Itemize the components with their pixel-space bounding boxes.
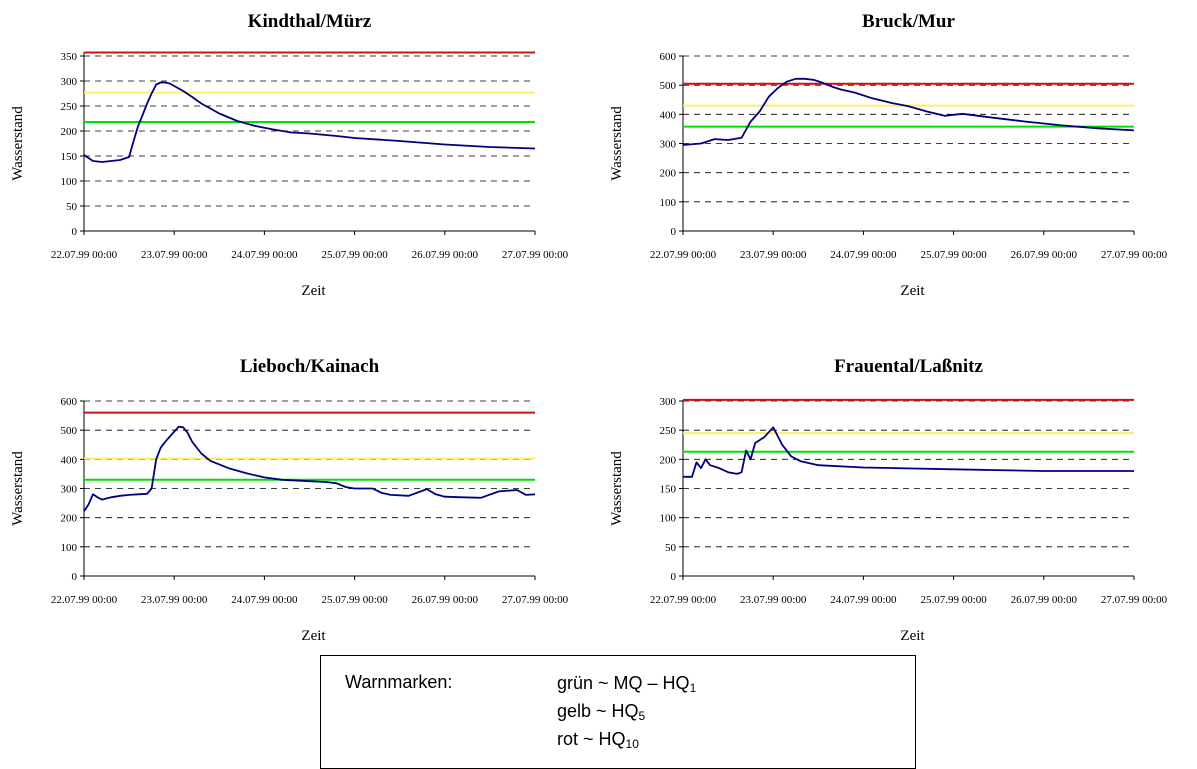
chart-kindthal-muerz: Kindthal/Mürz 0 50 100 150 200 250 300 350 22.07.… <box>10 11 569 299</box>
x-tick-label: 27.07.99 00:00 <box>502 249 569 261</box>
x-tick-label: 23.07.99 00:00 <box>740 594 807 606</box>
chart-title: Bruck/Mur <box>862 11 955 32</box>
warning-legend: Warnmarken: grün ~ MQ – HQ1 gelb ~ HQ5 r… <box>320 655 916 769</box>
y-tick-label: 600 <box>660 51 677 63</box>
y-axis-label: Wasserstand <box>10 106 26 181</box>
x-tick-label: 26.07.99 00:00 <box>412 249 479 261</box>
x-tick-label: 24.07.99 00:00 <box>231 249 298 261</box>
y-tick-label: 600 <box>61 396 78 408</box>
x-tick-label: 26.07.99 00:00 <box>1011 249 1078 261</box>
x-tick-label: 25.07.99 00:00 <box>920 594 987 606</box>
y-tick-label: 0 <box>671 226 677 238</box>
chart-bruck-mur: Bruck/Mur 0 100 200 300 400 500 600 22.07.99 00:… <box>609 11 1168 299</box>
x-tick-label: 24.07.99 00:00 <box>830 249 897 261</box>
y-axis-label: Wasserstand <box>609 106 625 181</box>
x-axis-label: Zeit <box>301 283 326 299</box>
y-tick-label: 100 <box>61 542 78 554</box>
y-tick-label: 150 <box>660 484 677 496</box>
water-level-line <box>83 425 536 512</box>
y-tick-label: 100 <box>660 197 677 209</box>
x-axis-label: Zeit <box>301 628 326 644</box>
legend-title: Warnmarken: <box>345 672 453 692</box>
y-tick-label: 500 <box>660 80 677 92</box>
x-tick-label: 26.07.99 00:00 <box>1011 594 1078 606</box>
x-tick-label: 27.07.99 00:00 <box>1101 249 1168 261</box>
water-level-line <box>83 81 536 163</box>
x-tick-label: 27.07.99 00:00 <box>502 594 569 606</box>
y-axis-label: Wasserstand <box>609 451 625 526</box>
y-tick-label: 200 <box>660 168 677 180</box>
chart-lieboch-kainach: Lieboch/Kainach 0 100 200 300 400 500 600 22.07.… <box>10 356 569 644</box>
water-level-line <box>683 426 1134 478</box>
x-tick-label: 22.07.99 00:00 <box>51 594 118 606</box>
y-tick-label: 300 <box>61 484 78 496</box>
y-tick-label: 300 <box>660 139 677 151</box>
x-tick-label: 25.07.99 00:00 <box>321 594 388 606</box>
x-tick-label: 22.07.99 00:00 <box>51 249 118 261</box>
chart-title: Kindthal/Mürz <box>248 11 372 32</box>
y-tick-label: 350 <box>61 51 78 63</box>
chart-title: Lieboch/Kainach <box>240 356 380 377</box>
legend-item-green: grün ~ MQ – HQ1 <box>557 673 697 695</box>
x-tick-label: 24.07.99 00:00 <box>830 594 897 606</box>
y-axis-label: Wasserstand <box>10 451 26 526</box>
y-tick-label: 0 <box>72 226 78 238</box>
x-tick-label: 24.07.99 00:00 <box>231 594 298 606</box>
y-tick-label: 200 <box>660 454 677 466</box>
x-tick-label: 22.07.99 00:00 <box>650 594 717 606</box>
y-tick-label: 100 <box>660 513 677 525</box>
x-tick-label: 22.07.99 00:00 <box>650 249 717 261</box>
chart-title: Frauental/Laßnitz <box>834 356 983 377</box>
y-tick-label: 300 <box>660 396 677 408</box>
y-tick-label: 0 <box>671 571 677 583</box>
y-tick-label: 500 <box>61 425 78 437</box>
y-tick-label: 400 <box>660 109 677 121</box>
legend-item-red: rot ~ HQ10 <box>557 729 639 751</box>
legend-item-yellow: gelb ~ HQ5 <box>557 701 646 723</box>
y-tick-label: 250 <box>660 425 677 437</box>
y-tick-label: 200 <box>61 513 78 525</box>
x-axis-label: Zeit <box>900 628 925 644</box>
x-tick-label: 26.07.99 00:00 <box>412 594 479 606</box>
y-tick-label: 400 <box>61 454 78 466</box>
x-tick-label: 23.07.99 00:00 <box>740 249 807 261</box>
x-tick-label: 23.07.99 00:00 <box>141 594 208 606</box>
x-tick-label: 25.07.99 00:00 <box>920 249 987 261</box>
chart-frauental-lassnitz: Frauental/Laßnitz 0 50 100 150 200 250 300 22.07… <box>609 356 1168 644</box>
y-tick-label: 300 <box>61 76 78 88</box>
x-tick-label: 27.07.99 00:00 <box>1101 594 1168 606</box>
x-tick-label: 23.07.99 00:00 <box>141 249 208 261</box>
y-tick-label: 50 <box>66 201 78 213</box>
water-level-line <box>682 77 1135 146</box>
y-tick-label: 50 <box>665 542 677 554</box>
y-tick-label: 250 <box>61 101 78 113</box>
x-axis-label: Zeit <box>900 283 925 299</box>
y-tick-label: 100 <box>61 176 78 188</box>
y-tick-label: 0 <box>72 571 78 583</box>
legend-lines: grün ~ MQ – HQ1 gelb ~ HQ5 rot ~ HQ10 <box>557 672 696 756</box>
x-tick-label: 25.07.99 00:00 <box>321 249 388 261</box>
y-tick-label: 150 <box>61 151 78 163</box>
y-tick-label: 200 <box>61 126 78 138</box>
